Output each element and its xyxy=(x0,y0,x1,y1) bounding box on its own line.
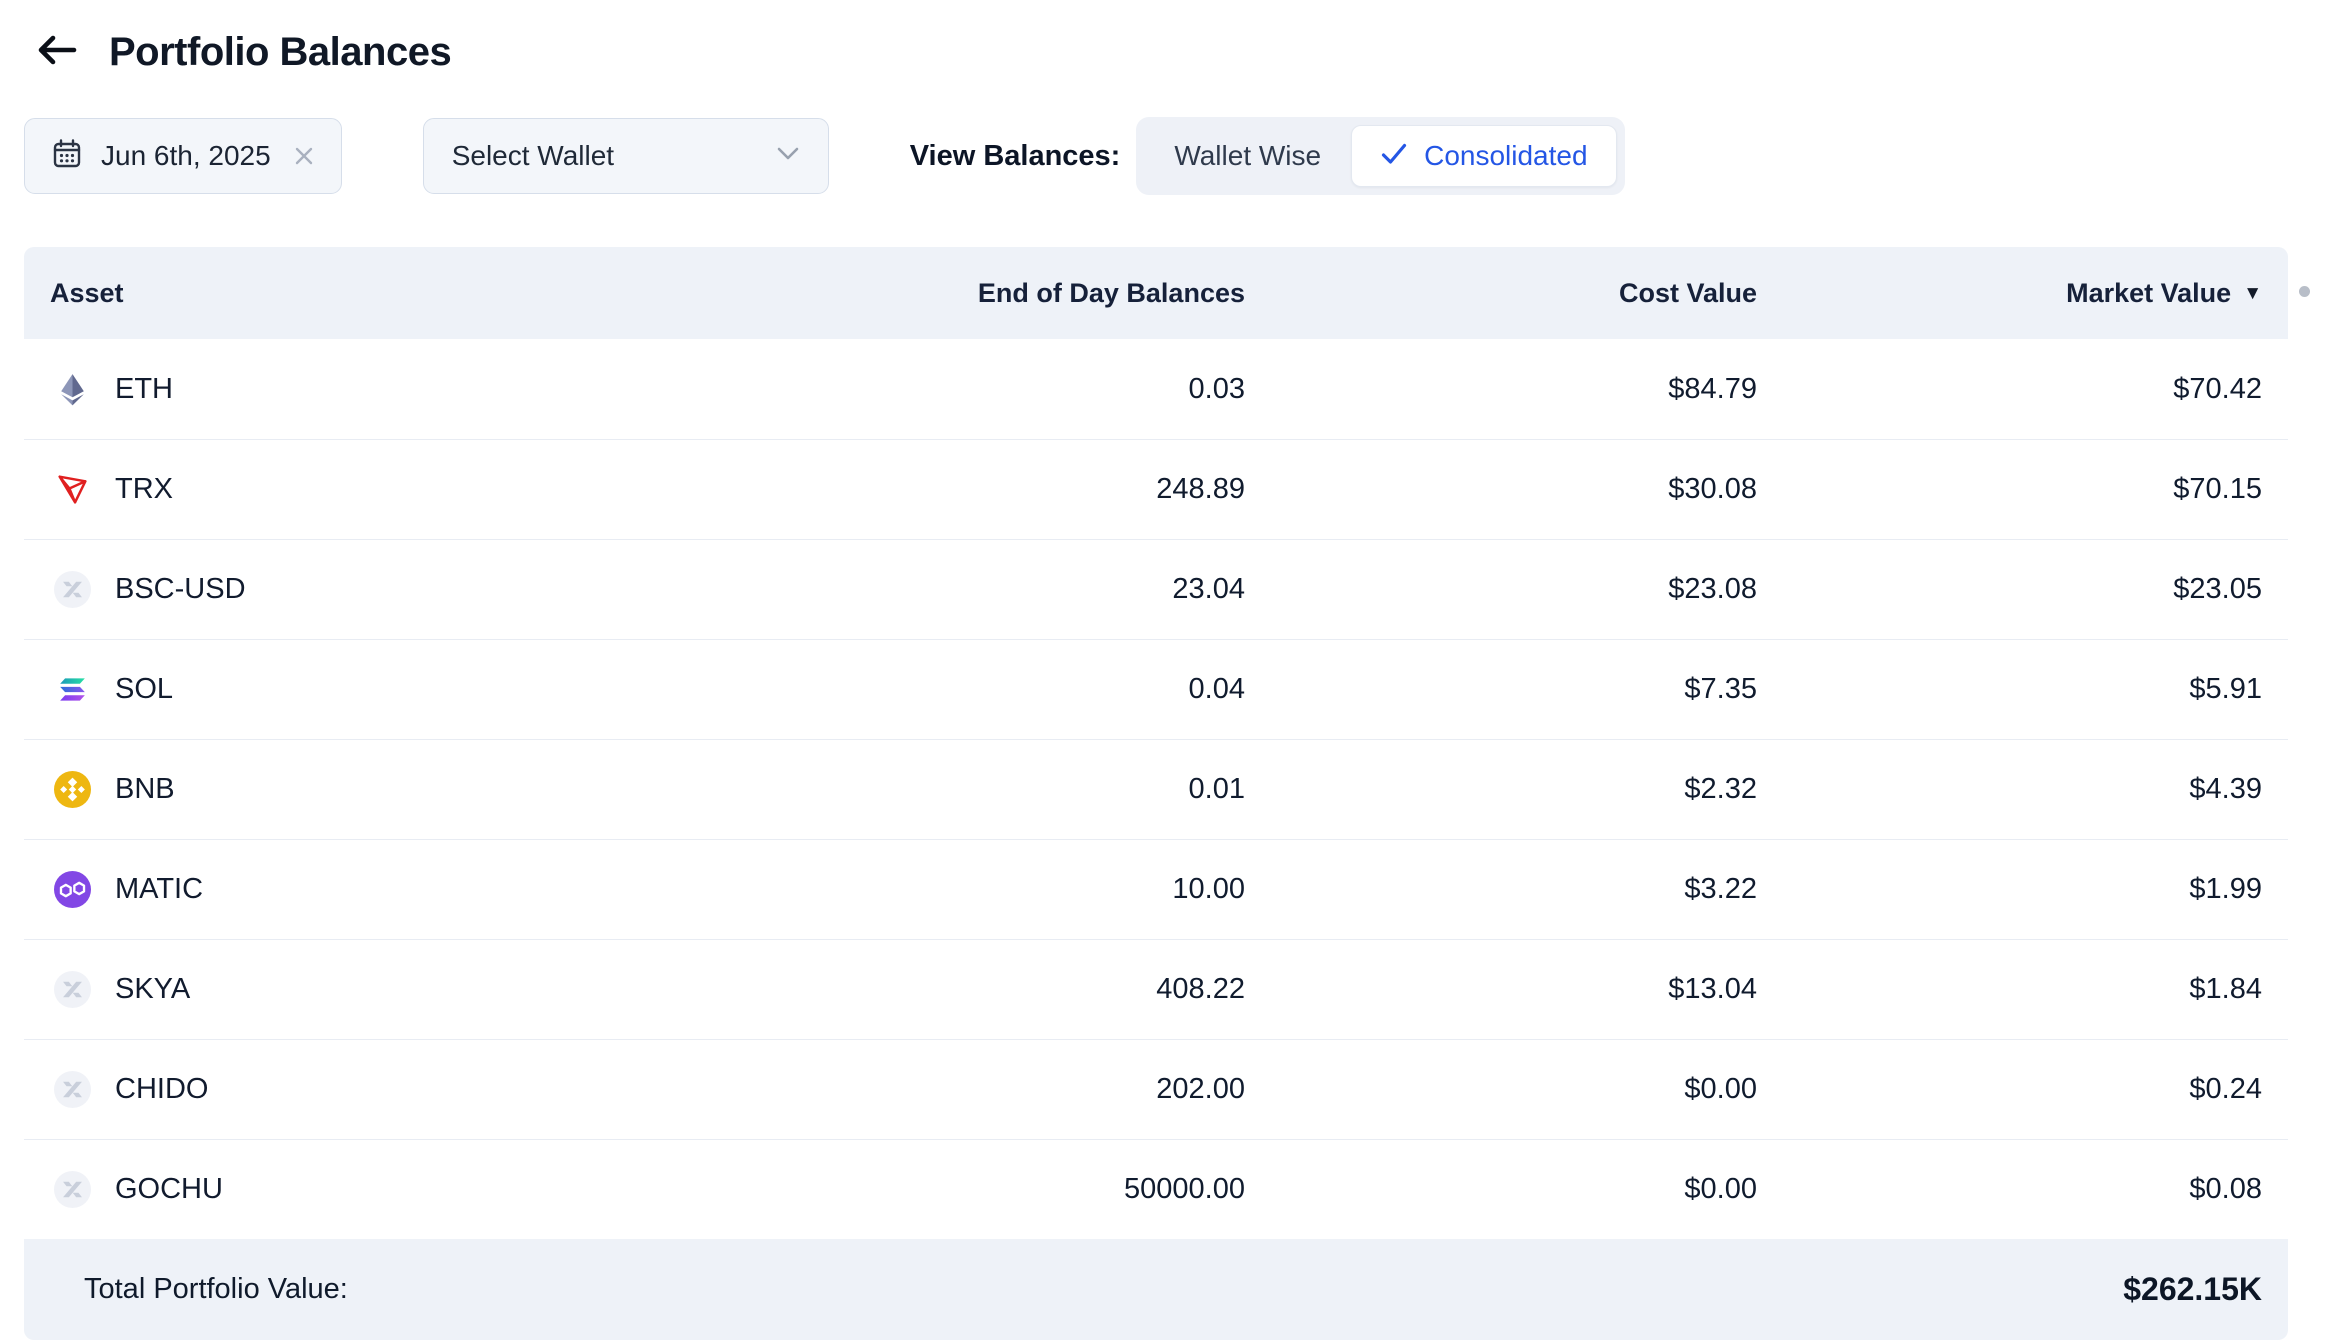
toggle-option-consolidated[interactable]: Consolidated xyxy=(1351,125,1617,187)
toggle-option-consolidated-label: Consolidated xyxy=(1424,140,1588,171)
cost-value: $13.04 xyxy=(1668,973,1757,1005)
sort-desc-icon: ▼ xyxy=(2243,282,2262,304)
table-row[interactable]: TRX 248.89 $30.08 $70.15 xyxy=(24,439,2288,539)
column-header-market-value-label: Market Value xyxy=(2066,277,2232,308)
solana-icon xyxy=(54,671,91,708)
total-portfolio-label: Total Portfolio Value: xyxy=(84,1273,348,1305)
filters-row: Jun 6th, 2025 Select Wallet View Balance… xyxy=(0,117,2334,195)
check-icon xyxy=(1380,142,1408,171)
eod-balance-value: 202.00 xyxy=(1156,1073,1245,1105)
cost-value: $0.00 xyxy=(1684,1173,1757,1205)
table-header: Asset End of Day Balances Cost Value Mar… xyxy=(24,247,2288,339)
eod-balance-value: 248.89 xyxy=(1156,473,1245,505)
eth-icon xyxy=(54,371,91,408)
generic-token-icon xyxy=(54,971,91,1008)
table-row[interactable]: CHIDO 202.00 $0.00 $0.24 xyxy=(24,1039,2288,1139)
eod-balance-value: 0.04 xyxy=(1188,673,1245,705)
clear-date-icon[interactable] xyxy=(293,145,315,167)
asset-symbol: TRX xyxy=(115,473,173,505)
cost-value: $30.08 xyxy=(1668,473,1757,505)
market-value: $70.15 xyxy=(2173,473,2262,505)
market-value: $0.08 xyxy=(2189,1173,2262,1205)
cost-value: $84.79 xyxy=(1668,372,1757,405)
eod-balance-value: 0.03 xyxy=(1188,372,1245,405)
market-value: $23.05 xyxy=(2173,573,2262,605)
asset-cell: MATIC xyxy=(24,871,664,908)
column-header-market-value[interactable]: Market Value ▼ xyxy=(1757,278,2262,309)
column-header-asset[interactable]: Asset xyxy=(50,277,124,308)
wallet-select[interactable]: Select Wallet xyxy=(422,118,829,194)
calendar-icon xyxy=(51,138,83,175)
asset-symbol: SKYA xyxy=(115,973,191,1005)
cost-value: $3.22 xyxy=(1684,873,1757,905)
asset-cell: TRX xyxy=(24,471,664,508)
market-value: $0.24 xyxy=(2189,1073,2262,1105)
wallet-select-placeholder: Select Wallet xyxy=(451,140,615,171)
table-body: ETH 0.03 $84.79 $70.42 TRX 248.89 $30.08 $70.15… xyxy=(24,339,2288,1239)
market-value: $1.84 xyxy=(2189,973,2262,1005)
asset-symbol: BSC-USD xyxy=(115,573,246,605)
eod-balance-value: 23.04 xyxy=(1172,573,1245,605)
scrollbar-dot[interactable] xyxy=(2299,286,2310,297)
asset-symbol: GOCHU xyxy=(115,1173,223,1205)
generic-token-icon xyxy=(54,1071,91,1108)
cost-value: $7.35 xyxy=(1684,673,1757,705)
view-balances-label: View Balances: xyxy=(909,139,1121,172)
eod-balance-value: 408.22 xyxy=(1156,973,1245,1005)
asset-cell: BNB xyxy=(24,771,664,808)
market-value: $5.91 xyxy=(2189,673,2262,705)
chevron-down-icon xyxy=(776,146,800,167)
table-row[interactable]: SKYA 408.22 $13.04 $1.84 xyxy=(24,939,2288,1039)
eod-balance-value: 50000.00 xyxy=(1124,1173,1245,1205)
asset-symbol: BNB xyxy=(115,773,175,805)
cost-value: $2.32 xyxy=(1684,773,1757,805)
column-header-cost-value[interactable]: Cost Value xyxy=(1618,277,1757,308)
asset-symbol: MATIC xyxy=(115,873,204,905)
asset-cell: BSC-USD xyxy=(24,571,664,608)
view-balances-toggle: Wallet Wise Consolidated xyxy=(1136,117,1625,195)
asset-cell: SOL xyxy=(24,671,664,708)
eod-balance-value: 10.00 xyxy=(1172,873,1245,905)
page-title: Portfolio Balances xyxy=(109,29,452,74)
bnb-icon xyxy=(54,771,91,808)
table-row[interactable]: MATIC 10.00 $3.22 $1.99 xyxy=(24,839,2288,939)
generic-token-icon xyxy=(54,571,91,608)
date-filter-value: Jun 6th, 2025 xyxy=(101,140,271,171)
polygon-icon xyxy=(54,871,91,908)
titlebar: Portfolio Balances xyxy=(0,0,2334,78)
column-header-eod-balances[interactable]: End of Day Balances xyxy=(977,277,1245,308)
table-row[interactable]: BNB 0.01 $2.32 $4.39 xyxy=(24,739,2288,839)
balances-table: Asset End of Day Balances Cost Value Mar… xyxy=(24,247,2288,1340)
cost-value: $0.00 xyxy=(1684,1073,1757,1105)
table-row[interactable]: ETH 0.03 $84.79 $70.42 xyxy=(24,339,2288,439)
asset-symbol: CHIDO xyxy=(115,1073,209,1105)
toggle-option-wallet-wise[interactable]: Wallet Wise xyxy=(1174,140,1322,171)
asset-cell: GOCHU xyxy=(24,1171,664,1208)
asset-symbol: SOL xyxy=(115,673,174,705)
table-footer: Total Portfolio Value: $262.15K xyxy=(24,1239,2288,1340)
generic-token-icon xyxy=(54,1171,91,1208)
cost-value: $23.08 xyxy=(1668,573,1757,605)
table-row[interactable]: BSC-USD 23.04 $23.08 $23.05 xyxy=(24,539,2288,639)
back-button[interactable] xyxy=(33,28,81,76)
market-value: $4.39 xyxy=(2189,773,2262,805)
asset-cell: SKYA xyxy=(24,971,664,1008)
table-row[interactable]: GOCHU 50000.00 $0.00 $0.08 xyxy=(24,1139,2288,1239)
market-value: $1.99 xyxy=(2189,873,2262,905)
date-filter[interactable]: Jun 6th, 2025 xyxy=(24,118,342,194)
total-portfolio-value: $262.15K xyxy=(2123,1271,2262,1307)
asset-symbol: ETH xyxy=(115,372,173,405)
tron-icon xyxy=(54,471,91,508)
table-row[interactable]: SOL 0.04 $7.35 $5.91 xyxy=(24,639,2288,739)
eod-balance-value: 0.01 xyxy=(1188,773,1245,805)
asset-cell: ETH xyxy=(24,371,664,408)
asset-cell: CHIDO xyxy=(24,1071,664,1108)
market-value: $70.42 xyxy=(2173,372,2262,405)
back-arrow-icon xyxy=(34,30,80,75)
